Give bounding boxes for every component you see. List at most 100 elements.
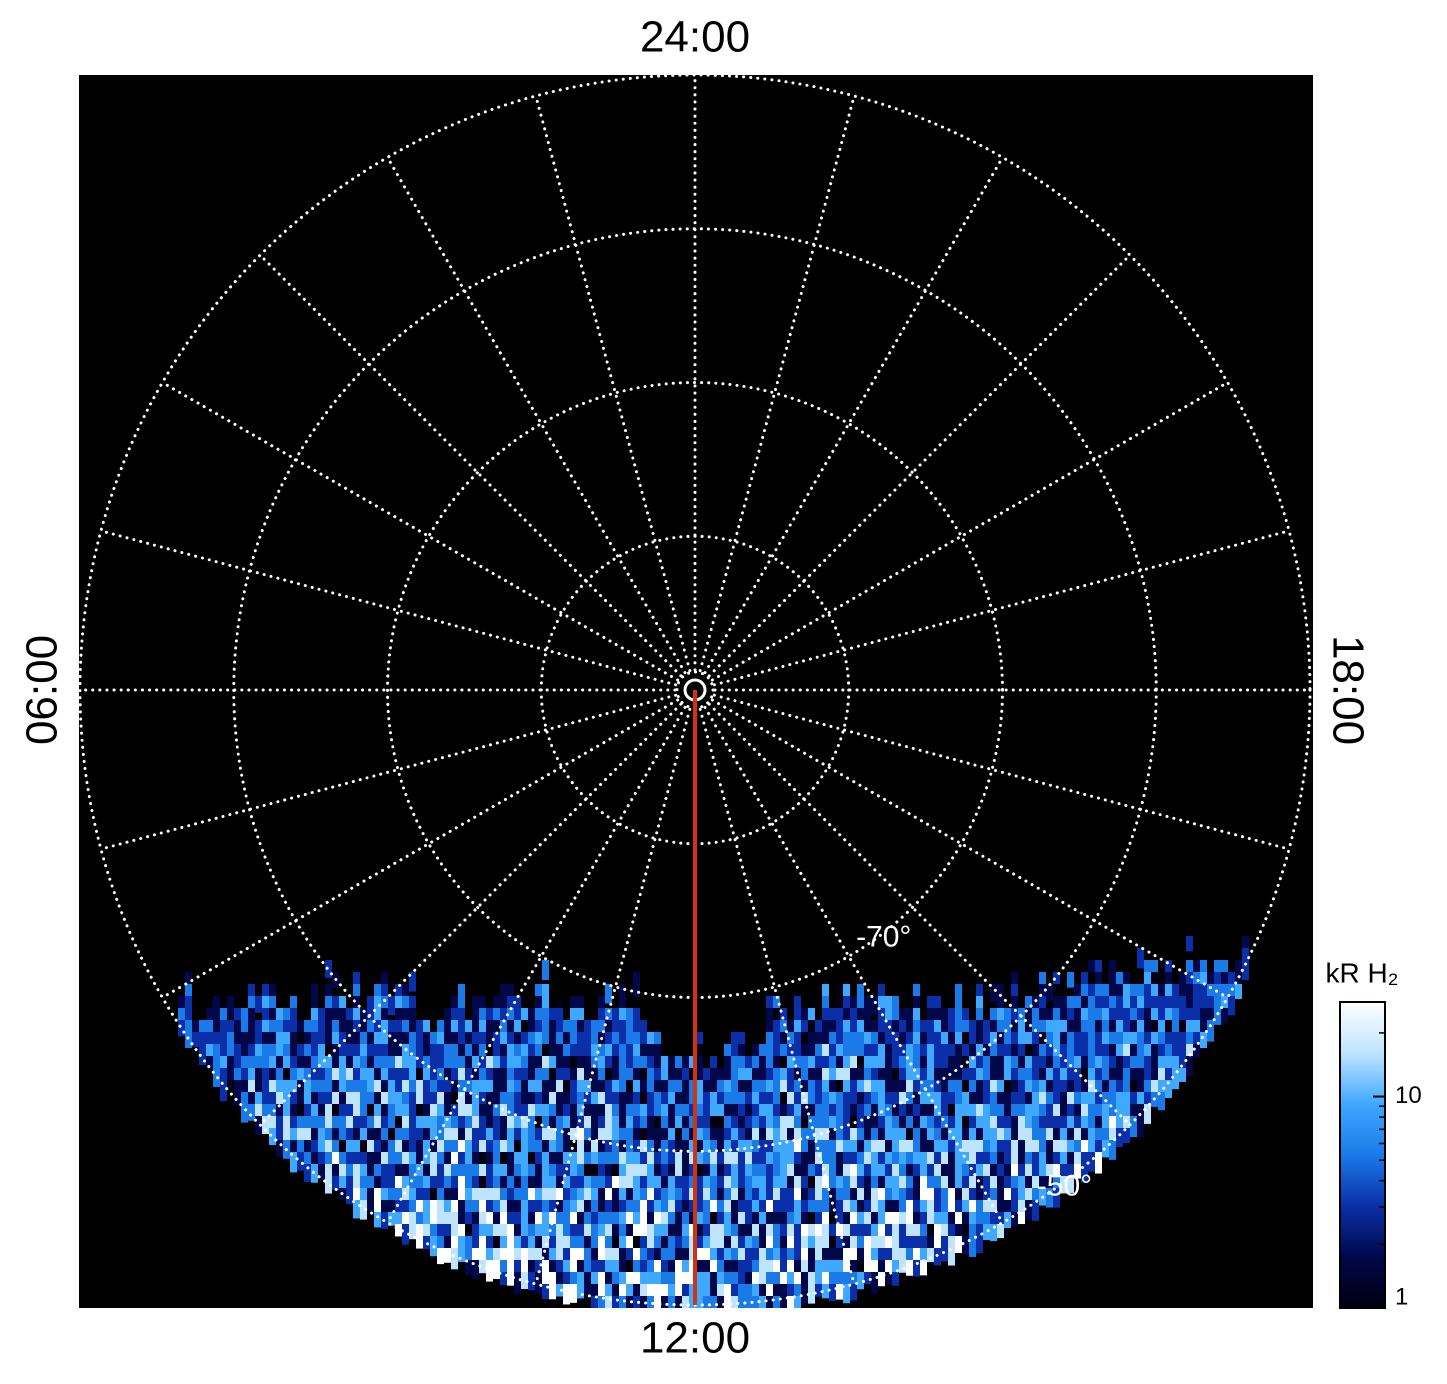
emission-pixel [178,1008,185,1024]
emission-pixel [892,1272,899,1286]
emission-pixel [325,1068,332,1083]
emission-pixel [472,1260,479,1279]
emission-pixel [612,1092,619,1111]
emission-pixel [269,1056,276,1076]
emission-pixel [955,1104,962,1123]
emission-pixel [745,1164,752,1183]
emission-pixel [703,1296,710,1308]
emission-pixel [794,1212,801,1232]
emission-pixel [815,1140,822,1160]
emission-pixel [402,984,409,997]
emission-pixel [269,1128,276,1145]
emission-pixel [1025,1140,1032,1154]
emission-pixel [815,1152,822,1170]
emission-pixel [297,1104,304,1119]
emission-pixel [430,1080,437,1093]
emission-pixel [934,1068,941,1083]
emission-pixel [486,1068,493,1083]
emission-pixel [521,1140,528,1158]
emission-pixel [528,1248,535,1269]
emission-pixel [493,1032,500,1050]
emission-pixel [262,1032,269,1048]
emission-pixel [381,984,388,998]
emission-pixel [1095,984,1102,1005]
emission-pixel [920,1140,927,1157]
emission-pixel [766,1020,773,1033]
emission-pixel [325,1164,332,1183]
emission-pixel [367,1020,374,1034]
emission-pixel [493,1176,500,1196]
emission-pixel [948,1152,955,1169]
emission-pixel [850,1152,857,1174]
emission-pixel [556,1044,563,1058]
emission-pixel [1116,1104,1123,1119]
emission-pixel [906,1020,913,1036]
emission-pixel [563,1164,570,1177]
emission-pixel [710,1272,717,1288]
emission-pixel [514,1044,521,1066]
emission-pixel [752,1260,759,1277]
emission-pixel [738,1200,745,1218]
emission-pixel [1067,1176,1074,1193]
emission-pixel [353,984,360,1006]
emission-pixel [402,1056,409,1069]
emission-pixel [850,1068,857,1084]
emission-pixel [990,1020,997,1035]
emission-pixel [591,1188,598,1201]
emission-pixel [1130,1104,1137,1118]
emission-pixel [248,984,255,997]
emission-pixel [864,1104,871,1122]
emission-pixel [647,1272,654,1289]
emission-pixel [451,1128,458,1147]
emission-pixel [717,1140,724,1156]
emission-pixel [654,1056,661,1074]
emission-pixel [472,1032,479,1049]
emission-pixel [556,1176,563,1194]
emission-pixel [388,1140,395,1158]
emission-pixel [444,1068,451,1081]
emission-pixel [976,1128,983,1144]
emission-pixel [416,1044,423,1059]
emission-pixel [479,1104,486,1120]
emission-pixel [479,1080,486,1097]
emission-pixel [269,984,276,1005]
emission-pixel [549,1008,556,1027]
emission-pixel [332,996,339,1010]
emission-pixel [1004,1056,1011,1072]
emission-pixel [1235,984,1242,999]
emission-pixel [1193,972,1200,994]
emission-pixel [836,1140,843,1153]
emission-pixel [773,1092,780,1105]
emission-pixel [829,1104,836,1118]
emission-pixel [514,996,521,1017]
emission-pixel [514,1152,521,1166]
emission-pixel [815,1236,822,1249]
emission-pixel [927,1080,934,1101]
emission-pixel [927,1044,934,1062]
emission-pixel [822,1224,829,1238]
emission-pixel [444,1212,451,1228]
emission-pixel [493,1248,500,1267]
emission-pixel [941,1140,948,1162]
emission-pixel [374,984,381,997]
emission-pixel [381,1080,388,1100]
emission-pixel [808,1284,815,1304]
emission-pixel [1011,1152,1018,1168]
emission-pixel [507,1116,514,1134]
meridian-grid-line [160,381,680,682]
meridian-grid-line [386,155,687,675]
emission-pixel [815,1056,822,1077]
emission-pixel [507,1188,514,1202]
emission-pixel [836,1032,843,1053]
emission-pixel [913,1176,920,1192]
emission-pixel [913,1116,920,1132]
emission-pixel [906,1176,913,1190]
emission-pixel [703,1188,710,1206]
emission-pixel [731,1176,738,1198]
emission-pixel [703,1200,710,1216]
emission-pixel [521,1272,528,1289]
emission-pixel [584,1260,591,1275]
emission-pixel [353,1008,360,1025]
emission-pixel [577,1164,584,1185]
emission-pixel [367,1080,374,1096]
